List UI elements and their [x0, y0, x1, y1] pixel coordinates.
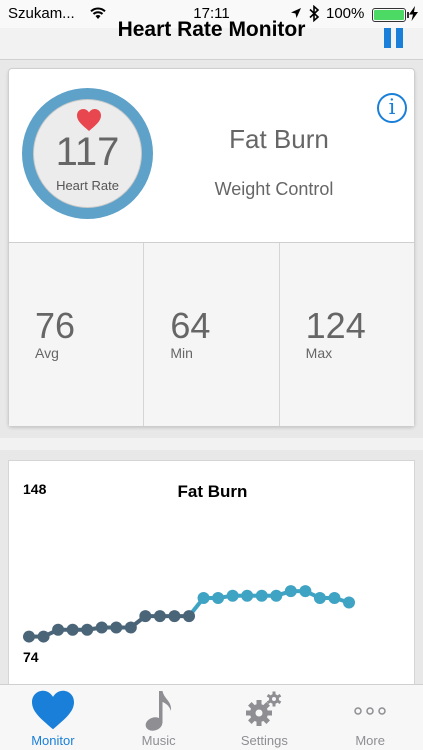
- chart-point: [23, 630, 35, 643]
- chart-point: [139, 610, 152, 623]
- tab-music[interactable]: Music: [106, 685, 212, 750]
- heart-rate-dial: 117 Heart Rate: [33, 99, 142, 208]
- stat-min: 64 Min: [144, 243, 280, 426]
- chart-point: [81, 623, 94, 636]
- tab-monitor[interactable]: Monitor: [0, 685, 106, 750]
- heart-icon: [31, 690, 74, 730]
- gears-icon: [246, 691, 282, 726]
- chart-point: [183, 610, 195, 623]
- heart-rate-chart: 148 74 Fat Burn: [8, 460, 415, 684]
- chart-point: [168, 610, 181, 623]
- chart-panel: 148 74 Fat Burn: [0, 450, 423, 684]
- wifi-icon: [90, 7, 106, 19]
- chart-point: [124, 621, 137, 634]
- pause-icon-bar: [396, 28, 403, 48]
- stat-avg-label: Avg: [35, 345, 59, 361]
- stat-max-label: Max: [305, 345, 333, 361]
- bluetooth-icon: [309, 5, 320, 22]
- heart-icon: [77, 109, 101, 131]
- chart-point: [226, 589, 239, 602]
- zone-name: Fat Burn: [229, 124, 329, 154]
- chart-point: [270, 589, 283, 602]
- chart-point: [66, 623, 79, 636]
- chart-point: [153, 610, 166, 623]
- chart-plot: [23, 585, 355, 643]
- chart-point: [313, 591, 326, 604]
- tab-bar: Monitor Music: [0, 684, 423, 750]
- music-note-icon: [145, 691, 171, 731]
- stat-max: 124 Max: [279, 243, 414, 426]
- chart-point: [241, 589, 254, 602]
- page-title: Heart Rate Monitor: [117, 18, 306, 41]
- tab-more[interactable]: More: [317, 685, 423, 750]
- heart-rate-label: Heart Rate: [56, 178, 119, 193]
- chart-point: [197, 591, 210, 604]
- heart-rate-card: 117 Heart Rate Fat Burn Weight Control i…: [8, 68, 415, 426]
- stat-avg-value: 76: [35, 305, 76, 346]
- tab-settings[interactable]: Settings: [212, 685, 318, 750]
- clock: 17:11: [193, 5, 230, 22]
- chart-point: [299, 585, 312, 598]
- charging-icon: [409, 6, 418, 21]
- chart-point: [37, 630, 50, 643]
- chart-title: Fat Burn: [177, 482, 248, 501]
- pause-icon: [384, 28, 391, 48]
- chart-y-min-label: 74: [23, 649, 39, 665]
- monitor-panel: 117 Heart Rate Fat Burn Weight Control i…: [0, 60, 423, 438]
- tab-monitor-label: Monitor: [31, 733, 75, 748]
- stat-min-value: 64: [170, 305, 211, 346]
- status-bar: Szukam... 17:11 100%: [0, 0, 423, 28]
- stat-avg: 76 Avg: [9, 243, 145, 426]
- chart-point: [52, 623, 65, 636]
- tab-settings-label: Settings: [240, 733, 288, 748]
- tab-music-label: Music: [141, 733, 176, 748]
- zone-description: Weight Control: [214, 179, 334, 199]
- battery-percent: 100%: [326, 5, 365, 22]
- chart-point: [343, 596, 355, 609]
- stat-min-label: Min: [170, 345, 193, 361]
- chart-point: [212, 591, 225, 604]
- stat-max-value: 124: [305, 305, 366, 346]
- chart-point: [328, 591, 341, 604]
- chart-point: [95, 621, 108, 634]
- heart-rate-gauge: 117 Heart Rate: [22, 88, 153, 219]
- more-dots-icon: [354, 707, 386, 715]
- chart-y-max-label: 148: [23, 481, 47, 497]
- pause-button[interactable]: [383, 28, 405, 50]
- carrier-label: Szukam...: [8, 5, 75, 22]
- heart-rate-value: 117: [55, 130, 120, 174]
- tab-more-label: More: [355, 733, 385, 748]
- stats-row: 76 Avg 64 Min 124 Max: [9, 242, 414, 426]
- navigation-bar: Heart Rate Monitor: [0, 0, 423, 60]
- chart-point: [255, 589, 268, 602]
- location-arrow-icon: [291, 8, 301, 18]
- info-button[interactable]: i: [377, 93, 407, 123]
- chart-point: [110, 621, 123, 634]
- battery-icon: [372, 8, 409, 22]
- chart-point: [284, 585, 297, 598]
